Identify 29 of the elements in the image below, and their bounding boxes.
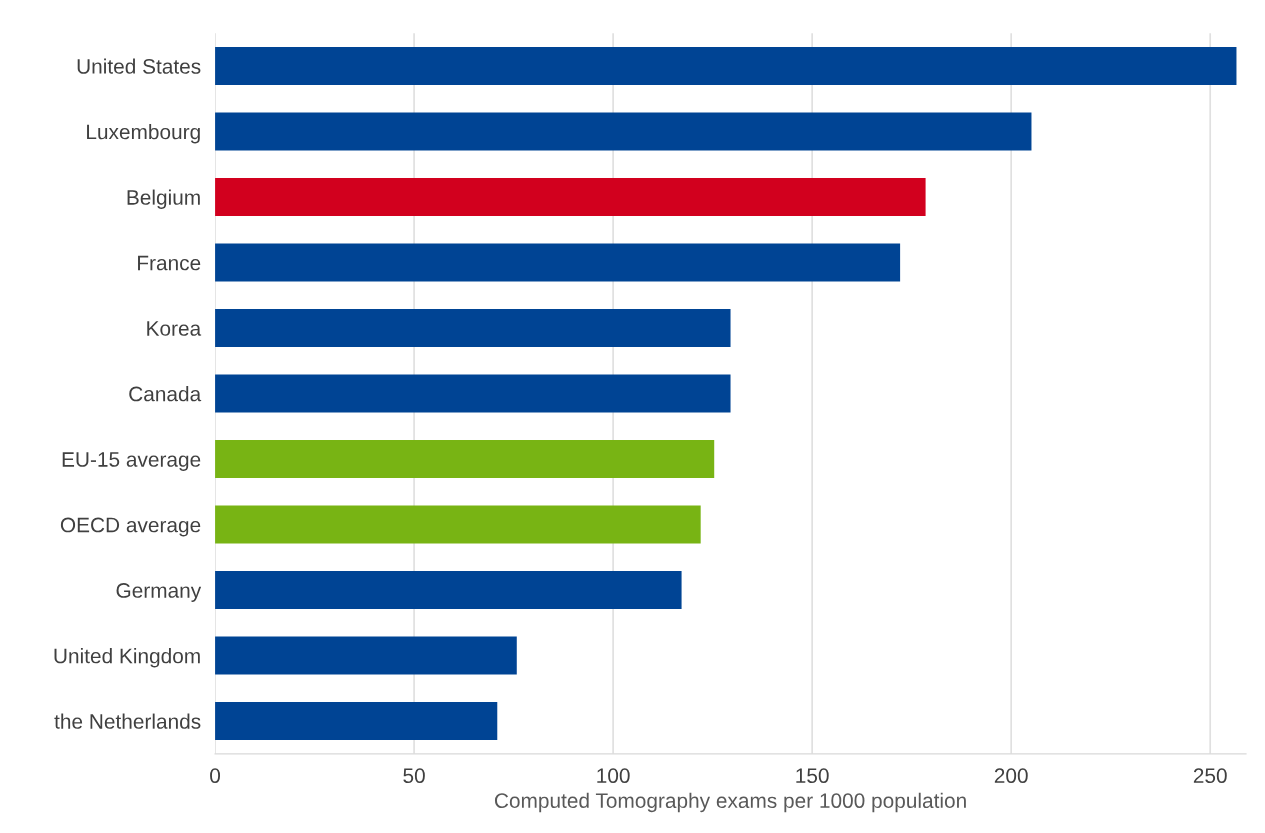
x-tick-label: 100 <box>597 768 630 784</box>
x-tick-label: 250 <box>1193 768 1227 784</box>
bar <box>215 571 682 610</box>
y-tick-label: Canada <box>129 386 202 402</box>
x-tick-label: 0 <box>210 768 221 784</box>
bar <box>215 112 1032 151</box>
y-tick-label: Belgium <box>127 189 200 209</box>
y-tick-label: United Kingdom <box>54 648 200 668</box>
x-tick-label: 50 <box>403 768 425 784</box>
bar <box>215 178 926 217</box>
bar <box>215 636 517 675</box>
bar <box>215 47 1237 86</box>
x-tick-label: 150 <box>796 768 829 784</box>
y-tick-label: United States <box>77 58 201 74</box>
y-tick-label: the Netherlands <box>54 713 201 729</box>
y-tick-label: France <box>138 255 201 271</box>
y-tick-label: OECD average <box>60 517 201 537</box>
bar <box>215 243 901 282</box>
y-tick-label: EU-15 average <box>62 452 201 471</box>
y-tick-label: Germany <box>116 583 202 602</box>
x-axis-title: Computed Tomography exams per 1000 population <box>494 792 966 813</box>
bar <box>215 440 715 479</box>
bar <box>215 309 731 348</box>
bar <box>215 702 498 741</box>
bar <box>215 374 731 413</box>
x-tick-label: 200 <box>994 768 1028 784</box>
bar <box>215 505 701 544</box>
y-tick-label: Korea <box>147 321 202 336</box>
y-tick-label: Luxembourg <box>87 124 200 144</box>
